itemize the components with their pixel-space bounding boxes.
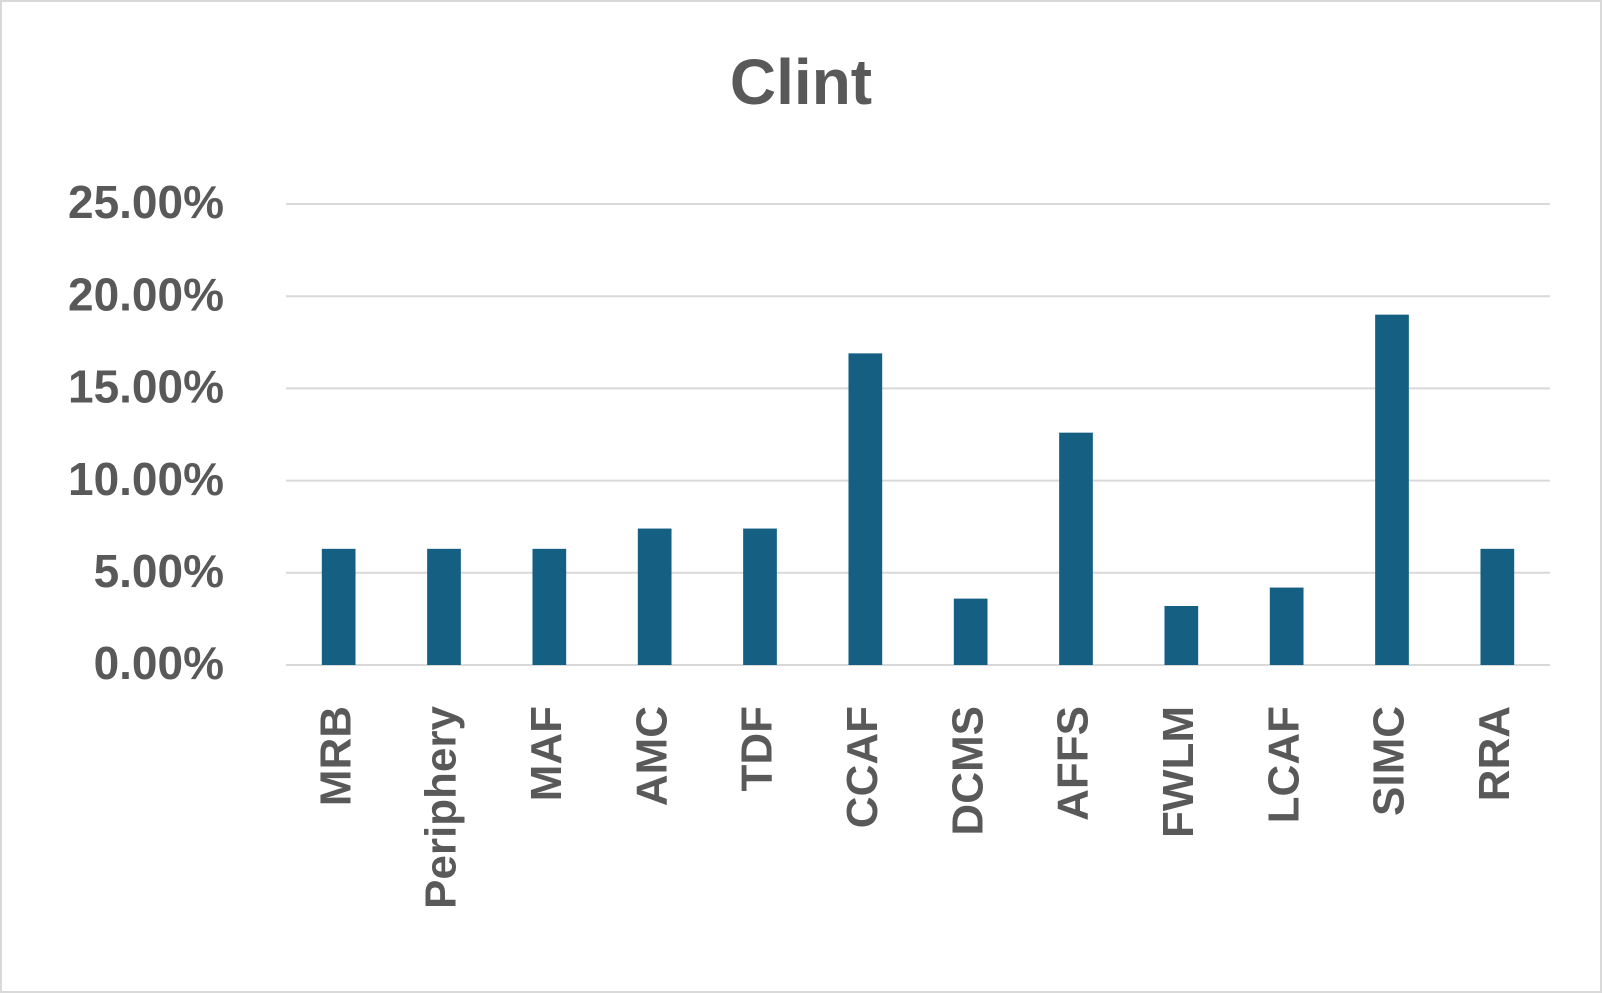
bar (1059, 432, 1093, 665)
x-tick-label: DCMS (943, 706, 992, 836)
x-tick-label: RRA (1470, 706, 1519, 801)
x-tick-label: FWLM (1154, 706, 1203, 838)
bar (427, 548, 461, 665)
x-tick-label: AFFS (1049, 706, 1098, 821)
chart-title: Clint (730, 46, 872, 118)
bar (953, 598, 988, 665)
x-tick-label: MAF (522, 706, 571, 801)
bar (321, 548, 356, 665)
y-tick-label: 20.00% (68, 268, 224, 320)
y-tick-label: 25.00% (68, 176, 224, 228)
x-tick-label: SIMC (1365, 706, 1414, 816)
x-tick-label: AMC (627, 706, 676, 806)
bar (1269, 587, 1304, 665)
bar (1480, 548, 1515, 665)
x-tick-label: TDF (733, 706, 782, 792)
x-tick-label: Periphery (417, 705, 466, 909)
y-tick-label: 15.00% (68, 361, 224, 413)
bar (532, 548, 567, 665)
bar (1375, 314, 1409, 665)
bar (743, 528, 777, 665)
y-tick-label: 5.00% (94, 545, 224, 597)
x-tick-label: CCAF (838, 706, 887, 828)
y-tick-label: 0.00% (94, 637, 224, 689)
bar (1164, 605, 1199, 665)
bar (848, 353, 883, 665)
bar (637, 528, 672, 665)
x-tick-label: MRB (311, 706, 360, 806)
x-tick-label: LCAF (1259, 706, 1308, 823)
y-tick-label: 10.00% (68, 453, 224, 505)
